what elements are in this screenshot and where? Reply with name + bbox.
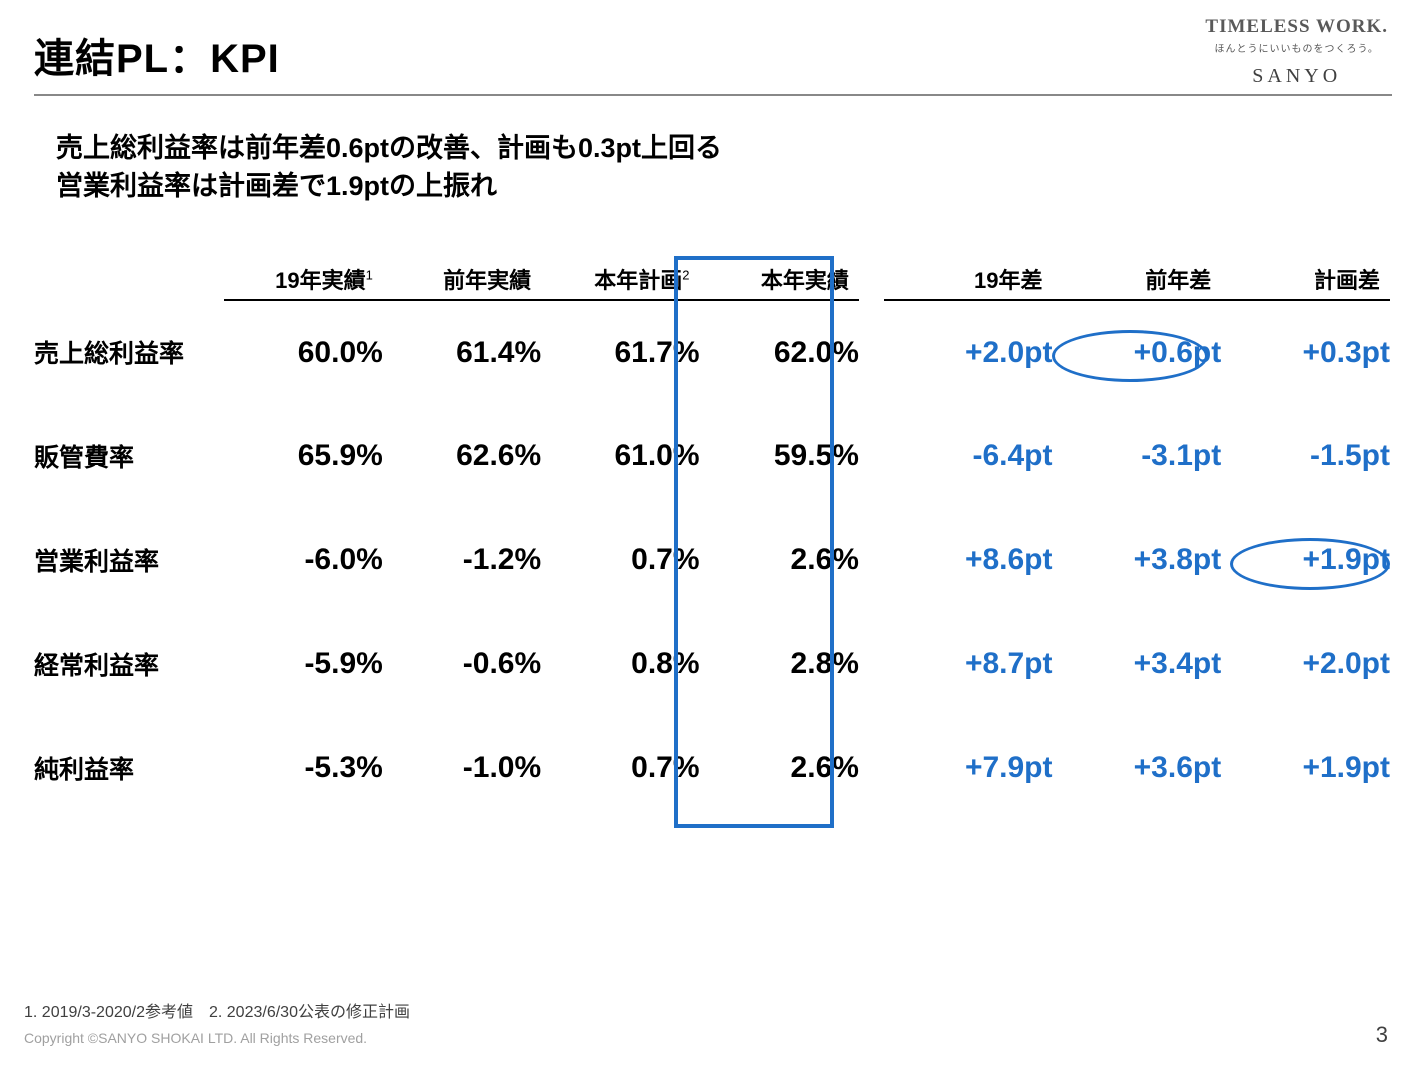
- diff-cell: -1.5pt: [1221, 404, 1390, 508]
- header-col-prev-actual: 前年実績: [383, 258, 541, 300]
- value-cell-highlight: 2.8%: [700, 612, 859, 716]
- header-gap: [859, 258, 884, 300]
- logo-tagline-2: ほんとうにいいものをつくろう。: [1205, 40, 1388, 55]
- table-row: 売上総利益率 60.0% 61.4% 61.7% 62.0% +2.0pt +0…: [34, 300, 1390, 404]
- logo-tagline-1: TIMELESS WORK.: [1205, 16, 1388, 38]
- value-cell: 61.7%: [541, 300, 699, 404]
- brand-logo: TIMELESS WORK. ほんとうにいいものをつくろう。 SANYO: [1205, 16, 1388, 88]
- diff-cell: +2.0pt: [884, 300, 1053, 404]
- value-cell: -5.9%: [224, 612, 382, 716]
- diff-cell: +3.6pt: [1052, 716, 1221, 820]
- diff-cell: +8.7pt: [884, 612, 1053, 716]
- diff-cell: +0.6pt: [1052, 300, 1221, 404]
- header-col-current-actual: 本年実績: [700, 258, 859, 300]
- table-header-row: 19年実績1 前年実績 本年計画2 本年実績 19年差 前年差 計画差: [34, 258, 1390, 300]
- footnotes: 1. 2019/3-2020/2参考値 2. 2023/6/30公表の修正計画: [24, 998, 410, 1022]
- value-cell: 61.4%: [383, 300, 541, 404]
- summary: 売上総利益率は前年差0.6ptの改善、計画も0.3pt上回る 営業利益率は計画差…: [56, 130, 722, 206]
- metric-label: 営業利益率: [34, 508, 224, 612]
- table-row: 販管費率 65.9% 62.6% 61.0% 59.5% -6.4pt -3.1…: [34, 404, 1390, 508]
- metric-label: 経常利益率: [34, 612, 224, 716]
- header-label-blank: [34, 258, 224, 300]
- value-cell: 62.6%: [383, 404, 541, 508]
- diff-cell: +8.6pt: [884, 508, 1053, 612]
- diff-cell: +0.3pt: [1221, 300, 1390, 404]
- diff-cell: -6.4pt: [884, 404, 1053, 508]
- header: 連結PL：KPI: [34, 26, 1392, 84]
- header-col-19actual: 19年実績1: [224, 258, 382, 300]
- diff-cell: +7.9pt: [884, 716, 1053, 820]
- value-cell: 0.7%: [541, 508, 699, 612]
- value-cell: 0.7%: [541, 716, 699, 820]
- value-cell: -1.2%: [383, 508, 541, 612]
- gap-cell: [859, 300, 884, 404]
- header-col-19diff: 19年差: [884, 258, 1053, 300]
- value-cell-highlight: 2.6%: [700, 508, 859, 612]
- metric-label: 純利益率: [34, 716, 224, 820]
- title-underline: [34, 94, 1392, 96]
- diff-cell: +3.8pt: [1052, 508, 1221, 612]
- gap-cell: [859, 404, 884, 508]
- metric-label: 売上総利益率: [34, 300, 224, 404]
- value-cell-highlight: 59.5%: [700, 404, 859, 508]
- value-cell: -1.0%: [383, 716, 541, 820]
- diff-cell: +2.0pt: [1221, 612, 1390, 716]
- logo-brand: SANYO: [1205, 65, 1388, 88]
- gap-cell: [859, 716, 884, 820]
- summary-line-1: 売上総利益率は前年差0.6ptの改善、計画も0.3pt上回る: [56, 130, 722, 168]
- value-cell: 61.0%: [541, 404, 699, 508]
- value-cell: 60.0%: [224, 300, 382, 404]
- copyright-text: Copyright ©SANYO SHOKAI LTD. All Rights …: [24, 1030, 367, 1046]
- kpi-table: 19年実績1 前年実績 本年計画2 本年実績 19年差 前年差 計画差 売上総利…: [34, 258, 1390, 820]
- value-cell: -6.0%: [224, 508, 382, 612]
- value-cell: 0.8%: [541, 612, 699, 716]
- diff-cell: +3.4pt: [1052, 612, 1221, 716]
- summary-line-2: 営業利益率は計画差で1.9ptの上振れ: [56, 168, 722, 206]
- gap-cell: [859, 612, 884, 716]
- table-row: 経常利益率 -5.9% -0.6% 0.8% 2.8% +8.7pt +3.4p…: [34, 612, 1390, 716]
- page-title: 連結PL：KPI: [34, 26, 1392, 84]
- page-number: 3: [1376, 1022, 1388, 1048]
- value-cell-highlight: 2.6%: [700, 716, 859, 820]
- header-col-prev-diff: 前年差: [1052, 258, 1221, 300]
- value-cell: -5.3%: [224, 716, 382, 820]
- diff-cell: +1.9pt: [1221, 508, 1390, 612]
- table-row: 純利益率 -5.3% -1.0% 0.7% 2.6% +7.9pt +3.6pt…: [34, 716, 1390, 820]
- table-row: 営業利益率 -6.0% -1.2% 0.7% 2.6% +8.6pt +3.8p…: [34, 508, 1390, 612]
- header-col-plan-diff: 計画差: [1221, 258, 1390, 300]
- value-cell: 65.9%: [224, 404, 382, 508]
- gap-cell: [859, 508, 884, 612]
- diff-cell: -3.1pt: [1052, 404, 1221, 508]
- header-col-plan: 本年計画2: [541, 258, 699, 300]
- value-cell-highlight: 62.0%: [700, 300, 859, 404]
- value-cell: -0.6%: [383, 612, 541, 716]
- diff-cell: +1.9pt: [1221, 716, 1390, 820]
- metric-label: 販管費率: [34, 404, 224, 508]
